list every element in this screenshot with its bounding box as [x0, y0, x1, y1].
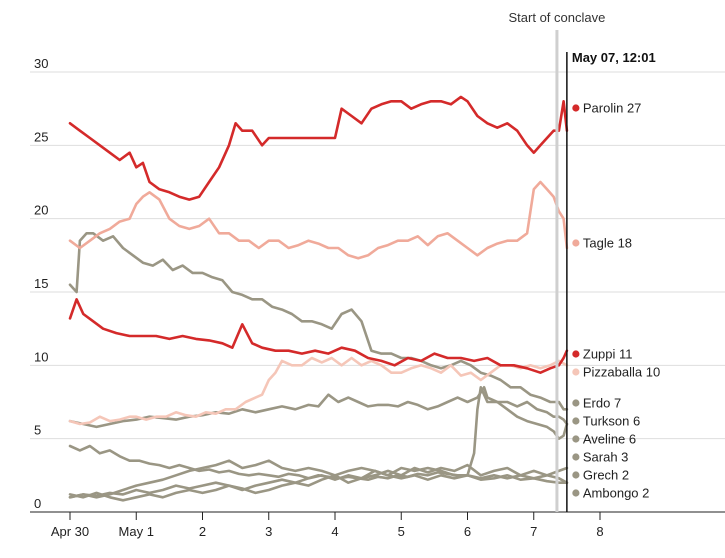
end-dot-aveline	[572, 435, 580, 443]
end-dot-ambongo	[572, 489, 580, 497]
end-label-tagle: Tagle 18	[583, 236, 632, 251]
current-time-label: May 07, 12:01	[572, 50, 656, 65]
y-axis: 0 5 10 15 20 25 30	[34, 56, 48, 511]
end-label-aveline: Aveline 6	[583, 432, 636, 447]
end-label-turkson: Turkson 6	[583, 414, 640, 429]
end-label-pizzaballa: Pizzaballa 10	[583, 365, 660, 380]
end-label-sarah: Sarah 3	[583, 450, 629, 465]
end-label-grech: Grech 2	[583, 468, 629, 483]
series-line-tagle	[68, 180, 569, 260]
x-tick-label-4: 4	[331, 524, 338, 539]
current-time-marker: Start of conclave May 07, 12:01	[509, 10, 656, 512]
y-tick-label-15: 15	[34, 276, 48, 291]
series-line-aveline	[68, 386, 569, 481]
end-dot-sarah	[572, 453, 580, 461]
x-tick-label-0: Apr 30	[51, 524, 89, 539]
end-label-zuppi: Zuppi 11	[583, 347, 633, 362]
y-tick-label-30: 30	[34, 56, 48, 71]
series-lines	[68, 95, 569, 502]
end-dot-parolin	[572, 104, 580, 112]
series-line-pizzaballa	[68, 356, 569, 426]
end-dot-grech	[572, 471, 580, 479]
end-label-parolin: Parolin 27	[583, 101, 642, 116]
series-line-turkson	[68, 386, 569, 429]
series-line-sarah	[68, 459, 569, 499]
series-line-zuppi	[68, 298, 569, 374]
series-end-labels: Parolin 27 Tagle 18 Zuppi 11 Pizzaballa 10 E…	[572, 101, 660, 501]
end-label-erdo: Erdo 7	[583, 396, 621, 411]
x-axis: Apr 30 May 1 2 3 4 5 6 7 8	[30, 511, 725, 539]
x-tick-label-6: 6	[464, 524, 471, 539]
end-dot-tagle	[572, 239, 580, 247]
series-line-grech	[68, 469, 569, 499]
y-tick-label-10: 10	[34, 349, 48, 364]
series-line-ambongo	[68, 463, 569, 502]
end-dot-zuppi	[572, 350, 580, 358]
x-tick-label-3: 3	[265, 524, 272, 539]
end-dot-turkson	[572, 417, 580, 425]
conclave-start-label: Start of conclave	[509, 10, 606, 25]
x-tick-label-7: 7	[530, 524, 537, 539]
y-tick-label-0: 0	[34, 496, 41, 511]
y-tick-label-5: 5	[34, 423, 41, 438]
series-line-erdo	[68, 232, 569, 411]
end-dot-pizzaballa	[572, 368, 580, 376]
end-label-ambongo: Ambongo 2	[583, 486, 650, 501]
grid	[30, 71, 725, 440]
series-line-parolin	[68, 95, 569, 201]
y-tick-label-25: 25	[34, 129, 48, 144]
x-tick-label-8: 8	[596, 524, 603, 539]
end-dot-erdo	[572, 399, 580, 407]
x-tick-label-2: 2	[199, 524, 206, 539]
x-tick-label-1: May 1	[119, 524, 154, 539]
x-tick-label-5: 5	[398, 524, 405, 539]
y-tick-label-20: 20	[34, 203, 48, 218]
